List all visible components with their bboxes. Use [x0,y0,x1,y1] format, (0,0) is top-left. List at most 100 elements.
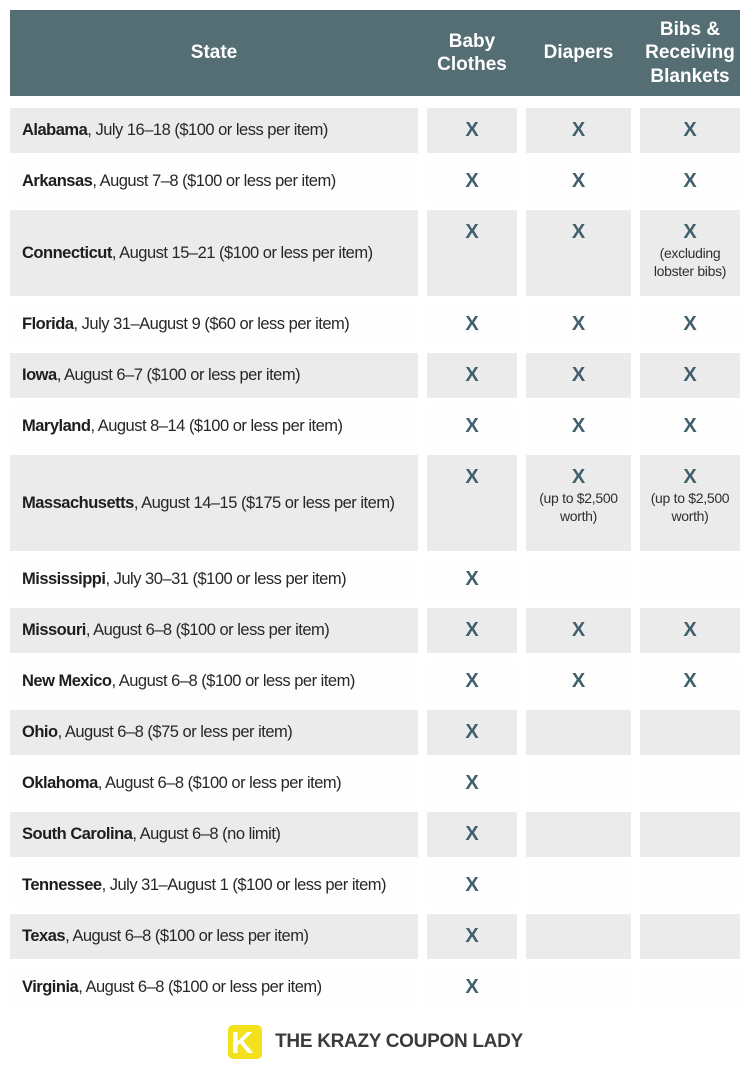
state-date-limit: , August 6–8 ($100 or less per item) [85,621,330,639]
bibs-cell [640,965,740,1010]
state-text: Virginia, August 6–8 ($100 or less per i… [22,978,322,997]
diapers-cell: X [526,353,631,398]
baby-clothes-cell: X [427,108,517,153]
baby-clothes-cell: X [427,659,517,704]
bibs-cell: X [640,608,740,653]
state-name: Connecticut [22,243,112,262]
state-name: South Carolina [22,825,133,843]
state-text: Iowa, August 6–7 ($100 or less per item) [22,366,301,385]
x-mark: X [465,823,479,845]
table-row: Oklahoma, August 6–8 ($100 or less per i… [10,761,740,806]
diapers-cell: X (up to $2,500 worth) [526,455,631,551]
baby-clothes-cell: X [427,812,517,857]
state-text: Maryland, August 8–14 ($100 or less per … [22,417,343,436]
cell-note: (up to $2,500 worth) [539,490,618,525]
x-mark: X [465,772,479,794]
baby-clothes-cell: X [427,965,517,1010]
x-mark: X [571,119,586,141]
table-row: Massachusetts, August 14–15 ($175 or les… [10,455,740,551]
x-mark: X [683,170,697,192]
column-header-bibs-receiving-blankets: Bibs & Receiving Blankets [645,19,735,87]
x-mark: X [465,466,479,488]
state-date-limit: , July 31–August 1 ($100 or less per ite… [101,876,387,894]
diapers-cell [526,863,631,908]
state-date-limit: , August 7–8 ($100 or less per item) [92,172,336,190]
table-row: Mississippi, July 30–31 ($100 or less pe… [10,557,740,602]
state-name: Iowa [22,366,57,384]
bibs-cell: X [640,302,740,347]
state-name: Missouri [22,621,86,639]
state-name: Arkansas [22,172,93,190]
state-text: South Carolina, August 6–8 (no limit) [22,825,281,844]
state-date-limit: , August 6–8 ($75 or less per item) [57,723,293,741]
x-mark: X [465,619,479,641]
column-header-diapers: Diapers [543,42,614,64]
table-row: New Mexico, August 6–8 ($100 or less per… [10,659,740,704]
x-mark: X [571,170,586,192]
table-row: Arkansas, August 7–8 ($100 or less per i… [10,159,740,204]
diapers-cell: X [526,608,631,653]
state-name: Tennessee [22,876,102,894]
baby-clothes-cell: X [427,210,517,296]
x-mark: X [465,415,479,437]
baby-clothes-cell: X [427,761,517,806]
x-mark: X [571,670,586,692]
state-cell: Tennessee, July 31–August 1 ($100 or les… [10,863,418,908]
state-name: Maryland [22,417,91,435]
x-mark: X [683,119,697,141]
state-text: Florida, July 31–August 9 ($60 or less p… [22,315,350,334]
table-row: Alabama, July 16–18 ($100 or less per it… [10,108,740,153]
state-cell: Mississippi, July 30–31 ($100 or less pe… [10,557,418,602]
state-date-limit: , August 6–8 ($100 or less per item) [65,927,309,945]
x-mark: X [465,976,479,998]
state-name: Ohio [22,723,58,741]
diapers-cell: X [526,210,631,296]
bibs-cell [640,761,740,806]
svg-text:K: K [231,1025,254,1060]
state-date-limit: , August 6–8 ($100 or less per item) [111,672,355,690]
x-mark: X [683,364,697,386]
column-header-baby-clothes: Baby Clothes [437,30,507,75]
diapers-cell: X [526,659,631,704]
state-date-limit: , August 15–21 ($100 or less per item) [111,243,373,262]
x-mark: X [571,221,586,243]
baby-clothes-cell: X [427,353,517,398]
x-mark: X [465,364,479,386]
bibs-cell: X [640,108,740,153]
x-mark: X [571,364,586,386]
state-cell: Texas, August 6–8 ($100 or less per item… [10,914,418,959]
table-row: Tennessee, July 31–August 1 ($100 or les… [10,863,740,908]
state-name: Alabama [22,121,88,139]
diapers-cell: X [526,404,631,449]
state-name: New Mexico [22,672,112,690]
bibs-cell: X (excluding lobster bibs) [640,210,740,296]
state-date-limit: , August 6–8 ($100 or less per item) [97,774,342,792]
state-text: Tennessee, July 31–August 1 ($100 or les… [22,876,386,895]
state-name: Mississippi [22,570,106,588]
table-row: Connecticut, August 15–21 ($100 or less … [10,210,740,296]
table-header-row: State Baby Clothes Diapers Bibs & Receiv… [10,10,740,96]
state-text: Oklahoma, August 6–8 ($100 or less per i… [22,774,342,793]
state-cell: Connecticut, August 15–21 ($100 or less … [10,210,418,296]
state-cell: Virginia, August 6–8 ($100 or less per i… [10,965,418,1010]
state-cell: Missouri, August 6–8 ($100 or less per i… [10,608,418,653]
x-mark: X [465,670,479,692]
x-mark: X [465,925,479,947]
baby-clothes-cell: X [427,302,517,347]
state-date-limit: , July 16–18 ($100 or less per item) [87,121,328,139]
x-mark: X [465,568,479,590]
state-date-limit: , July 30–31 ($100 or less per item) [105,570,347,588]
baby-clothes-cell: X [427,863,517,908]
diapers-cell: X [526,302,631,347]
bibs-cell: X [640,659,740,704]
state-name: Massachusetts [22,493,134,512]
state-text: Texas, August 6–8 ($100 or less per item… [22,927,309,946]
bibs-cell [640,863,740,908]
diapers-cell [526,761,631,806]
table-row: Florida, July 31–August 9 ($60 or less p… [10,302,740,347]
diapers-cell [526,710,631,755]
state-cell: New Mexico, August 6–8 ($100 or less per… [10,659,418,704]
cell-note: (up to $2,500 worth) [650,490,730,525]
diapers-cell [526,557,631,602]
state-date-limit: , August 6–8 (no limit) [132,825,281,843]
